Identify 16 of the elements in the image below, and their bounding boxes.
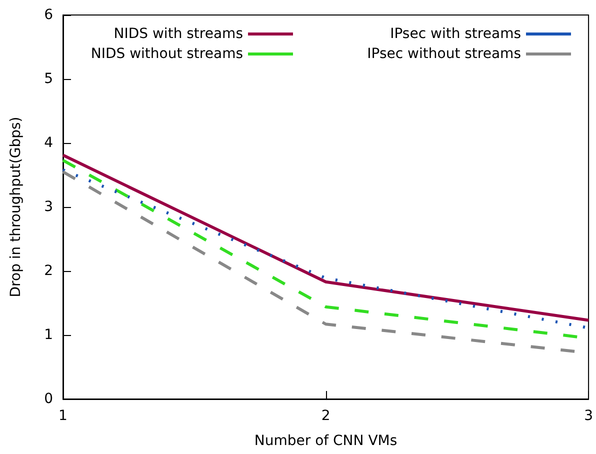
y-tick-label: 4 (44, 135, 54, 151)
legend-label: IPsec without streams (367, 46, 521, 62)
y-tick-label: 2 (44, 263, 53, 279)
legend-label: NIDS without streams (90, 46, 243, 62)
legend-label: IPsec with streams (390, 26, 521, 42)
y-tick-label: 0 (44, 391, 53, 407)
y-tick-label: 3 (44, 199, 53, 215)
y-axis-title: Drop in throughput(Gbps) (8, 116, 24, 298)
y-tick-label: 1 (44, 327, 53, 343)
x-tick-label: 2 (321, 408, 330, 424)
x-axis-title: Number of CNN VMs (254, 433, 398, 449)
y-tick-label: 6 (44, 7, 54, 23)
x-tick-label: 1 (58, 408, 68, 424)
legend-label: NIDS with streams (114, 26, 243, 42)
x-tick-label: 3 (584, 408, 594, 424)
y-tick-label: 5 (44, 71, 53, 87)
